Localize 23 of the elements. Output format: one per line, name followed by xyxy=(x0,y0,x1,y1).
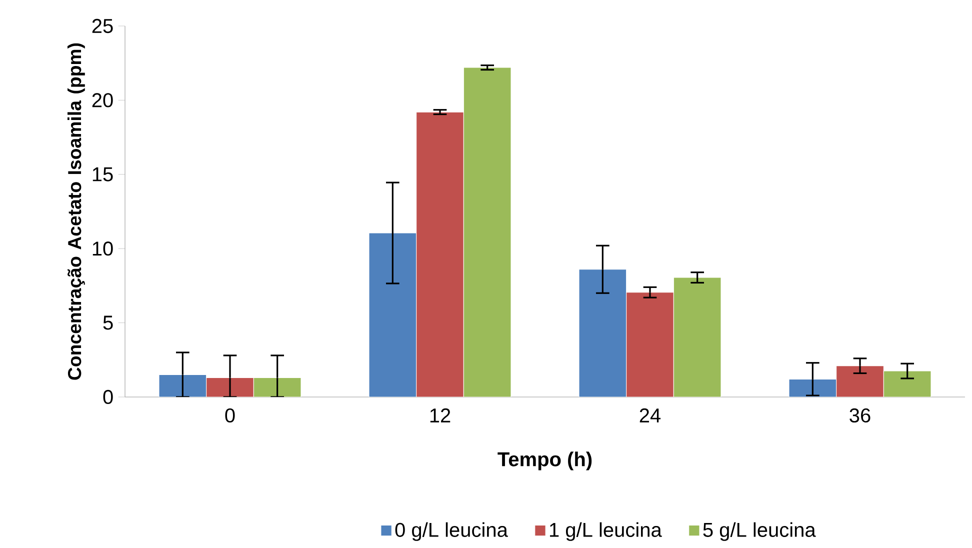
legend-label: 1 g/L leucina xyxy=(550,522,662,541)
bar xyxy=(416,112,464,397)
y-tick-label: 10 xyxy=(92,242,113,256)
bar xyxy=(368,232,417,397)
bar xyxy=(836,366,884,397)
legend-label: 0 g/L leucina xyxy=(395,522,508,541)
legend-label: 5 g/L leucina xyxy=(703,522,816,541)
y-tick-label: 15 xyxy=(92,167,113,182)
y-tick-label: 5 xyxy=(103,316,113,330)
bar xyxy=(626,292,674,397)
x-tick-label: 0 xyxy=(225,408,235,423)
bar xyxy=(578,269,627,397)
y-tick-label: 20 xyxy=(92,93,113,108)
bar xyxy=(158,374,207,397)
x-axis-title: Tempo (h) xyxy=(498,452,592,470)
y-tick-label: 25 xyxy=(92,18,113,34)
y-axis-title: Concentração Acetato Isoamila (ppm) xyxy=(67,43,85,380)
y-tick-label: 0 xyxy=(103,390,113,404)
bar xyxy=(788,378,837,397)
x-tick-label: 24 xyxy=(640,408,661,422)
x-tick-label: 36 xyxy=(850,408,870,423)
bar xyxy=(206,377,254,397)
x-tick-label: 12 xyxy=(430,408,450,422)
